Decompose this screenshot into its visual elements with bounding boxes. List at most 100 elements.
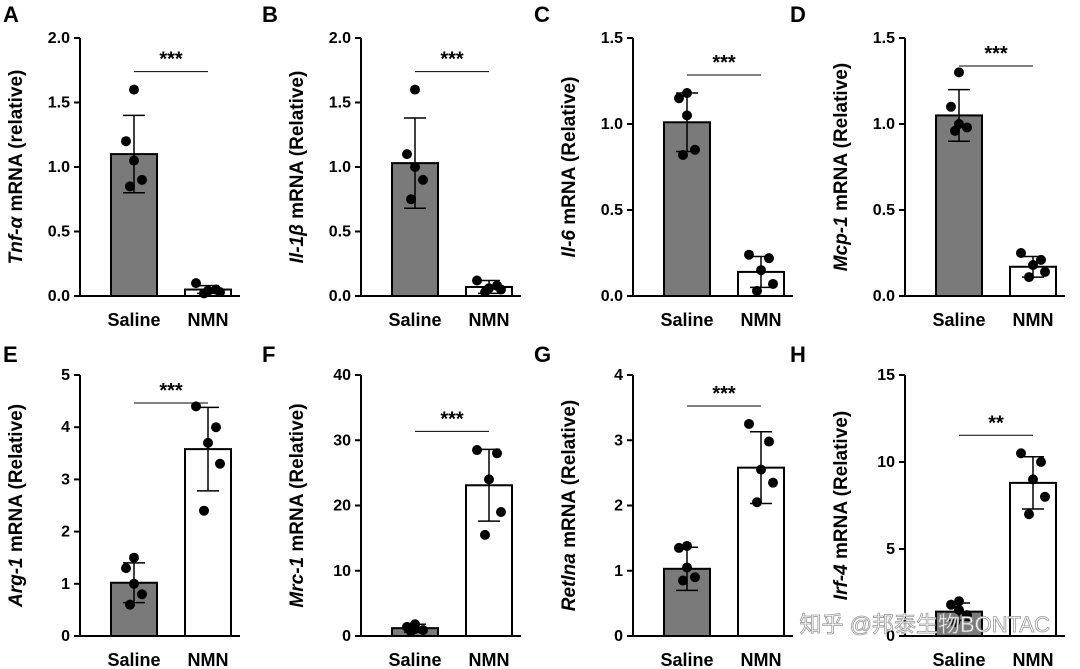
significance-label: *** bbox=[984, 43, 1008, 65]
y-axis-label-suffix: mRNA (Relative) bbox=[287, 71, 308, 224]
data-point bbox=[129, 552, 139, 563]
gene-name: Il-6 bbox=[559, 230, 580, 258]
data-point bbox=[764, 436, 774, 447]
y-axis-label-suffix: mRNA (Relative) bbox=[6, 404, 27, 557]
data-point bbox=[215, 287, 225, 298]
category-label: Saline bbox=[932, 650, 985, 669]
data-point bbox=[1016, 448, 1026, 459]
y-tick-label: 0 bbox=[614, 628, 623, 645]
watermark-text: 知乎 @邦泰生物BONTAC bbox=[800, 612, 1051, 637]
significance-label: *** bbox=[440, 49, 464, 71]
data-point bbox=[496, 284, 506, 295]
data-point bbox=[496, 507, 506, 518]
panel-letter: H bbox=[790, 342, 806, 367]
y-axis-label: Il-1β mRNA (Relative) bbox=[287, 71, 308, 264]
chart-panel-g: G Retlna mRNA (Relative) 0 1 2 3 4 Saline NMN *** bbox=[534, 342, 793, 669]
y-tick-label: 1.0 bbox=[601, 116, 623, 133]
category-label: NMN bbox=[469, 650, 510, 669]
data-point bbox=[690, 144, 700, 155]
y-axis-label: Mrc-1 mRNA (Relative) bbox=[287, 403, 308, 607]
y-axis-label-suffix: mRNA (Relative) bbox=[287, 403, 308, 556]
panel-letter: G bbox=[534, 342, 551, 367]
data-point bbox=[484, 474, 494, 485]
chart-panel-e: E Arg-1 mRNA (Relative) 0 1 2 3 4 5 Saline NMN *** bbox=[3, 342, 240, 669]
data-point bbox=[199, 288, 209, 299]
y-tick-label: 10 bbox=[877, 454, 895, 471]
category-label: Saline bbox=[660, 650, 713, 669]
data-point bbox=[1028, 260, 1038, 271]
y-tick-label: 4 bbox=[614, 367, 623, 384]
panels: A Tnf-α mRNA (relative) 0.0 0.5 1.0 1.5 2.0 Sal… bbox=[3, 2, 1065, 669]
data-point bbox=[764, 253, 774, 264]
y-tick-label: 1.5 bbox=[48, 95, 70, 112]
data-point bbox=[950, 125, 960, 136]
data-point bbox=[674, 93, 684, 104]
y-tick-label: 15 bbox=[877, 367, 895, 384]
data-point bbox=[752, 497, 762, 508]
data-point bbox=[191, 401, 201, 412]
y-tick-label: 0.5 bbox=[329, 224, 351, 241]
y-axis-label-suffix: mRNA (Relative) bbox=[559, 77, 580, 230]
gene-name: Irf-4 bbox=[831, 564, 852, 600]
y-tick-label: 2 bbox=[61, 524, 70, 541]
y-tick-label: 2.0 bbox=[48, 30, 70, 47]
gene-name: Mcp-1 bbox=[831, 216, 852, 271]
data-point bbox=[137, 589, 147, 600]
data-point bbox=[682, 540, 692, 551]
data-point bbox=[690, 572, 700, 583]
y-axis-label: Il-6 mRNA (Relative) bbox=[559, 77, 580, 258]
category-label: Saline bbox=[660, 310, 713, 330]
data-point bbox=[121, 563, 131, 574]
data-point bbox=[492, 448, 502, 459]
chart-panel-c: C Il-6 mRNA (Relative) 0.0 0.5 1.0 1.5 Saline N… bbox=[534, 2, 793, 330]
significance-label: ** bbox=[988, 412, 1004, 434]
y-tick-label: 2 bbox=[614, 498, 623, 515]
gene-name: Il-1β bbox=[287, 224, 308, 263]
data-point bbox=[1040, 491, 1050, 502]
data-point bbox=[402, 149, 412, 160]
y-axis-label: Arg-1 mRNA (Relative) bbox=[6, 404, 27, 608]
data-point bbox=[752, 285, 762, 296]
data-point bbox=[1024, 509, 1034, 520]
category-label: Saline bbox=[107, 650, 160, 669]
data-point bbox=[682, 562, 692, 573]
data-point bbox=[121, 136, 131, 147]
y-tick-label: 10 bbox=[333, 563, 351, 580]
significance-label: *** bbox=[712, 383, 736, 405]
y-tick-label: 1.0 bbox=[329, 159, 351, 176]
data-point bbox=[472, 445, 482, 456]
y-axis-label-suffix: mRNA (Relative) bbox=[831, 63, 852, 216]
data-point bbox=[480, 287, 490, 298]
data-point bbox=[129, 84, 139, 95]
category-label: NMN bbox=[1013, 650, 1054, 669]
data-point bbox=[768, 477, 778, 488]
y-tick-label: 20 bbox=[333, 498, 351, 515]
data-point bbox=[410, 84, 420, 95]
chart-panel-h: H Irf-4 mRNA (Relative) 0 5 10 15 Saline NMN ** bbox=[790, 342, 1065, 669]
chart-panel-f: F Mrc-1 mRNA (Relative) 0 10 20 30 40 Saline NMN… bbox=[262, 342, 521, 669]
data-point bbox=[678, 575, 688, 586]
y-tick-label: 30 bbox=[333, 432, 351, 449]
y-tick-label: 0.0 bbox=[329, 288, 351, 305]
data-point bbox=[129, 155, 139, 166]
data-point bbox=[410, 162, 420, 172]
data-point bbox=[962, 610, 972, 621]
gene-name: Mrc-1 bbox=[287, 557, 308, 608]
panel-letter: F bbox=[262, 342, 275, 367]
y-tick-label: 1.0 bbox=[48, 159, 70, 176]
y-tick-label: 1.5 bbox=[601, 30, 623, 47]
data-point bbox=[744, 249, 754, 260]
data-point bbox=[215, 458, 225, 469]
chart-panel-a: A Tnf-α mRNA (relative) 0.0 0.5 1.0 1.5 2.0 Sal… bbox=[3, 2, 240, 330]
data-point bbox=[418, 174, 428, 185]
data-point bbox=[137, 174, 147, 185]
data-point bbox=[678, 149, 688, 160]
y-axis-label-suffix: mRNA (relative) bbox=[6, 70, 27, 217]
y-tick-label: 0.0 bbox=[873, 288, 895, 305]
panel-letter: B bbox=[262, 2, 278, 27]
data-point bbox=[1016, 248, 1026, 258]
y-tick-label: 5 bbox=[61, 367, 70, 384]
category-label: NMN bbox=[741, 310, 782, 330]
data-point bbox=[756, 265, 766, 276]
y-axis-label: Tnf-α mRNA (relative) bbox=[6, 70, 27, 265]
